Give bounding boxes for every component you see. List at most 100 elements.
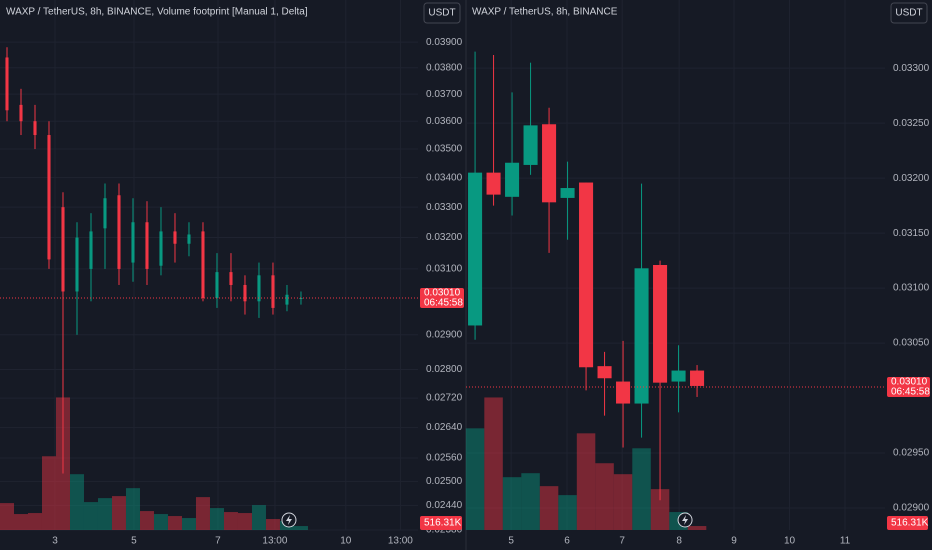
currency-label[interactable]: USDT bbox=[428, 8, 455, 19]
volume-bar bbox=[83, 502, 98, 530]
y-tick-label: 0.03100 bbox=[426, 264, 463, 275]
lightning-bolt bbox=[285, 515, 292, 525]
y-tick-label: 0.02380 bbox=[426, 525, 463, 536]
volume-bar bbox=[181, 518, 196, 530]
volume-bar bbox=[209, 508, 224, 530]
volume-bar bbox=[539, 486, 559, 530]
y-tick-label: 0.02900 bbox=[426, 329, 463, 340]
y-tick-label: 0.02440 bbox=[426, 500, 463, 511]
x-tick-label: 10 bbox=[784, 536, 796, 547]
volume-bar bbox=[167, 516, 182, 530]
volume-bar bbox=[237, 513, 252, 530]
candle-body bbox=[579, 182, 594, 368]
candle-body bbox=[117, 195, 121, 269]
countdown: 06:45:58 bbox=[891, 387, 930, 398]
candle-body bbox=[542, 124, 557, 203]
candle-body bbox=[560, 188, 575, 198]
volume-bar bbox=[195, 497, 210, 530]
y-tick-label: 0.02640 bbox=[426, 422, 463, 433]
currency-button[interactable] bbox=[423, 2, 461, 24]
y-tick-label: 0.02560 bbox=[426, 453, 463, 464]
candle-body bbox=[131, 222, 135, 263]
chart-title: WAXP / TetherUS, 8h, BINANCE, Volume foo… bbox=[6, 7, 308, 18]
volume-bar bbox=[576, 433, 596, 530]
candle-body bbox=[243, 284, 247, 302]
volume-bar bbox=[293, 526, 308, 530]
x-tick-label: 7 bbox=[619, 536, 625, 547]
candle-body bbox=[486, 172, 501, 195]
volume-bar bbox=[502, 477, 522, 530]
volume-label-box bbox=[887, 516, 928, 530]
price-label-box bbox=[420, 288, 464, 309]
candle-body bbox=[597, 366, 612, 379]
candle-body bbox=[257, 275, 261, 302]
volume-bar bbox=[687, 526, 707, 530]
volume-bar bbox=[595, 463, 614, 530]
x-tick-label: 5 bbox=[131, 536, 137, 547]
chart-title: WAXP / TetherUS, 8h, BINANCE bbox=[472, 7, 618, 18]
currency-label[interactable]: USDT bbox=[895, 8, 922, 19]
candle-body bbox=[690, 370, 705, 386]
y-tick-label: 0.03900 bbox=[426, 37, 463, 48]
x-tick-label: 13:00 bbox=[262, 536, 287, 547]
volume-bar bbox=[521, 473, 540, 530]
y-tick-label: 0.02800 bbox=[426, 364, 463, 375]
x-tick-label: 11 bbox=[840, 536, 851, 547]
lightning-bolt bbox=[682, 515, 689, 525]
x-tick-label: 7 bbox=[215, 536, 221, 547]
candle-body bbox=[173, 231, 177, 244]
volume-bar bbox=[558, 495, 577, 530]
volume-bar bbox=[125, 488, 140, 530]
candle-body bbox=[523, 125, 538, 165]
y-tick-label: 0.03100 bbox=[893, 283, 930, 294]
candle-body bbox=[75, 237, 79, 292]
y-tick-label: 0.02500 bbox=[426, 476, 463, 487]
y-tick-label: 0.03200 bbox=[893, 173, 930, 184]
candle-body bbox=[89, 231, 93, 269]
y-tick-label: 0.03500 bbox=[426, 144, 463, 155]
y-tick-label: 0.02900 bbox=[893, 503, 930, 514]
candle-body bbox=[671, 370, 686, 382]
candle-body bbox=[159, 231, 163, 266]
price-label: 0.03010 bbox=[424, 288, 461, 299]
volume-bar bbox=[153, 514, 168, 530]
volume-bar bbox=[41, 456, 56, 530]
candle-body bbox=[271, 275, 275, 308]
volume-bar bbox=[27, 513, 42, 530]
candle-body bbox=[468, 172, 483, 326]
y-tick-label: 0.03400 bbox=[426, 172, 463, 183]
candle-body bbox=[505, 162, 520, 197]
volume-bar bbox=[484, 397, 503, 530]
volume-label: 516.31K bbox=[891, 518, 929, 529]
volume-bar bbox=[613, 474, 633, 530]
currency-button[interactable] bbox=[890, 2, 928, 24]
candle-body bbox=[5, 57, 9, 111]
candle-body bbox=[634, 268, 649, 404]
volume-bar bbox=[0, 503, 14, 530]
volume-bar bbox=[223, 512, 238, 530]
candle-body bbox=[229, 272, 233, 285]
volume-label: 516.31K bbox=[424, 518, 462, 529]
volume-bar bbox=[265, 519, 280, 530]
volume-bar bbox=[13, 514, 28, 530]
volume-bar bbox=[650, 489, 670, 530]
candle-body bbox=[145, 222, 149, 269]
x-tick-label: 10 bbox=[340, 536, 352, 547]
candle-body bbox=[285, 294, 289, 305]
y-tick-label: 0.03050 bbox=[893, 338, 930, 349]
x-tick-label: 5 bbox=[508, 536, 514, 547]
y-tick-label: 0.02720 bbox=[426, 393, 463, 404]
price-label-box bbox=[887, 377, 930, 398]
y-tick-label: 0.02950 bbox=[893, 448, 930, 459]
volume-bar bbox=[111, 496, 126, 530]
volume-label-box bbox=[420, 516, 462, 530]
y-tick-label: 0.03800 bbox=[426, 62, 463, 73]
volume-bar bbox=[97, 498, 112, 530]
x-tick-label: 3 bbox=[52, 536, 58, 547]
x-tick-label: 6 bbox=[564, 536, 570, 547]
candle-body bbox=[47, 135, 51, 260]
x-tick-label: 8 bbox=[676, 536, 682, 547]
candle-body bbox=[187, 234, 191, 244]
volume-bar bbox=[139, 511, 154, 530]
